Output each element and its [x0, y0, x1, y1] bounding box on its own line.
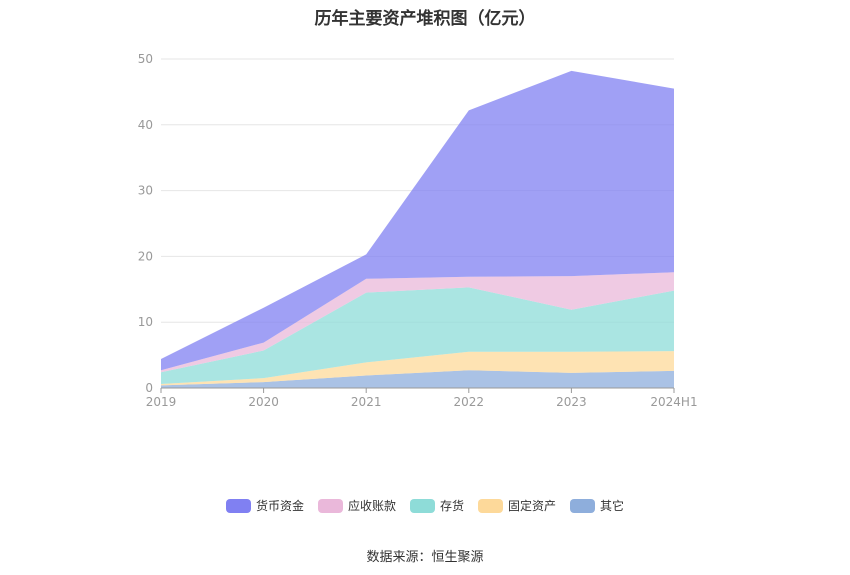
area-存货[interactable] — [161, 287, 674, 385]
y-tick-label: 20 — [138, 249, 153, 263]
y-tick-label: 50 — [138, 52, 153, 66]
legend-item[interactable]: 存货 — [409, 497, 464, 514]
y-tick-label: 0 — [145, 381, 153, 395]
legend-label: 其它 — [600, 499, 625, 513]
x-tick-label: 2020 — [248, 395, 279, 409]
data-source: 数据来源：恒生聚源 — [366, 550, 484, 565]
legend-swatch — [478, 498, 503, 513]
x-tick-label: 2019 — [146, 395, 177, 409]
legend-item[interactable]: 固定资产 — [478, 497, 556, 514]
legend-swatch — [317, 498, 343, 513]
legend-swatch — [225, 498, 251, 513]
x-tick-label: 2022 — [454, 395, 485, 409]
legend-label: 固定资产 — [508, 499, 557, 513]
chart-title: 历年主要资产堆积图（亿元） — [314, 9, 536, 29]
chart-legend: 货币资金 应收账款 存货 固定资产 其它 — [0, 497, 850, 514]
legend-item[interactable]: 货币资金 — [225, 497, 304, 514]
legend-swatch — [409, 498, 435, 513]
area-固定资产[interactable] — [161, 351, 674, 386]
legend-label: 货币资金 — [255, 499, 304, 513]
y-tick-label: 30 — [138, 184, 153, 198]
area-其它[interactable] — [161, 370, 674, 388]
legend-swatch — [570, 498, 596, 513]
area-货币资金[interactable] — [161, 70, 674, 371]
stacked-area-chart: 0 10 20 30 40 50 2019 2020 2021 2022 2023 2024H1 — [138, 52, 698, 409]
legend-label: 应收账款 — [347, 499, 396, 513]
x-tick-label: 2024H1 — [650, 395, 697, 409]
y-tick-label: 40 — [138, 118, 153, 132]
area-应收账款[interactable] — [161, 272, 674, 373]
axes: 0 10 20 30 40 50 2019 2020 2021 2022 2023 2024H1 — [138, 52, 698, 409]
x-tick-label: 2023 — [556, 395, 587, 409]
y-tick-label: 10 — [138, 315, 153, 329]
legend-label: 存货 — [439, 499, 464, 513]
legend-item[interactable]: 其它 — [570, 497, 624, 514]
area-series — [161, 70, 674, 388]
x-tick-label: 2021 — [351, 395, 382, 409]
legend-item[interactable]: 应收账款 — [317, 497, 396, 514]
